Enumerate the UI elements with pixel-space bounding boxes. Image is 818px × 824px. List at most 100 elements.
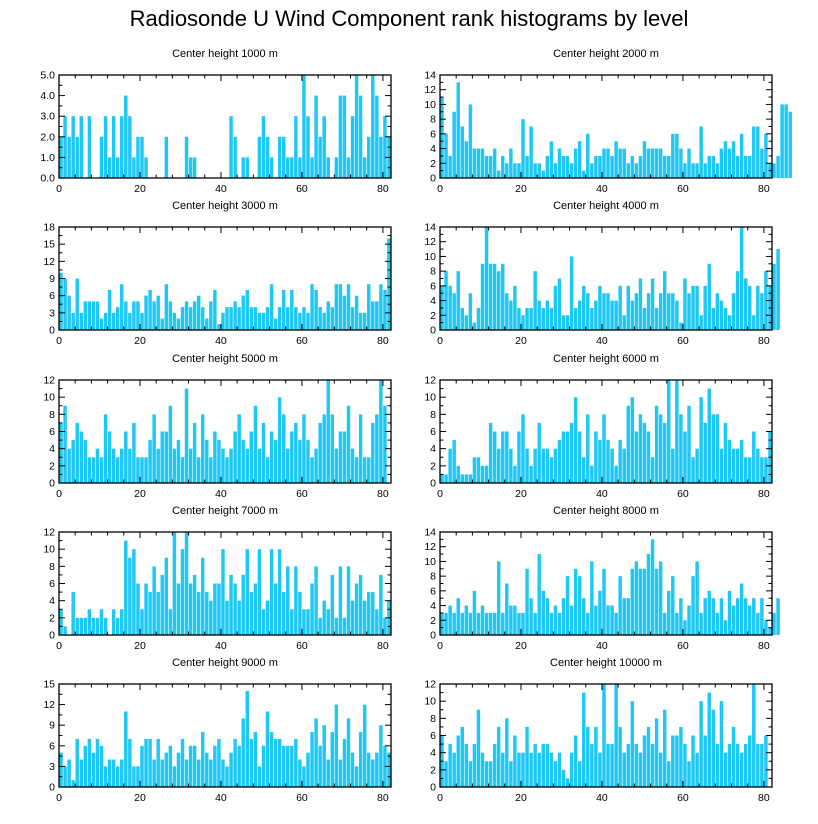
bar: [626, 598, 630, 635]
bar: [573, 397, 578, 483]
y-tick-label: 4: [430, 600, 436, 612]
x-tick-label: 80: [758, 183, 770, 195]
bar: [152, 301, 156, 330]
bar: [217, 440, 221, 483]
bar: [658, 148, 663, 178]
bar: [719, 148, 724, 178]
bar: [590, 307, 594, 330]
x-tick-label: 60: [677, 792, 689, 804]
bar: [484, 227, 489, 330]
bar: [334, 284, 339, 330]
bar: [662, 612, 667, 635]
bar: [132, 157, 136, 178]
x-tick-label: 0: [437, 640, 443, 652]
bar: [541, 170, 545, 178]
bar: [715, 293, 720, 330]
y-tick-label: 4: [430, 443, 436, 455]
bar: [509, 148, 513, 178]
x-tick-label: 60: [296, 183, 308, 195]
bar: [358, 574, 363, 635]
bar: [172, 448, 177, 483]
bar: [764, 271, 768, 330]
bar: [646, 554, 651, 635]
bar: [731, 141, 736, 178]
bar: [618, 285, 622, 330]
bar: [440, 474, 444, 483]
bar: [505, 293, 509, 330]
bar: [371, 592, 375, 635]
bar: [509, 761, 513, 787]
bar: [294, 307, 298, 330]
bar: [772, 263, 776, 330]
bar: [533, 271, 537, 330]
x-tick-label: 40: [596, 792, 608, 804]
bar: [140, 745, 144, 787]
bar: [577, 141, 582, 178]
bar: [346, 566, 351, 635]
histogram-panel-1: Center height 1000 m 0 20 40 60 80 0.0 1.0 2.0 3.…: [40, 48, 392, 195]
bar: [95, 617, 100, 635]
bar: [472, 148, 477, 178]
bar: [350, 752, 355, 787]
bar: [120, 759, 124, 787]
bar: [330, 307, 335, 330]
bar: [780, 104, 784, 178]
y-tick-label: 2.0: [40, 131, 55, 143]
bar: [156, 738, 160, 787]
y-tick-label: 10: [424, 251, 436, 263]
y-tick-label: 8: [430, 266, 436, 278]
bar: [731, 293, 736, 330]
bar: [306, 440, 310, 483]
bar: [521, 119, 525, 178]
bar: [606, 605, 610, 635]
bar: [480, 605, 485, 635]
bar: [245, 448, 249, 483]
bar: [318, 745, 322, 787]
y-tick-label: 10: [43, 544, 55, 556]
bar: [667, 155, 671, 178]
bar: [703, 598, 707, 635]
bar: [233, 738, 237, 787]
bar: [306, 752, 310, 787]
bar: [667, 590, 671, 635]
bar: [525, 307, 529, 330]
bar: [622, 448, 626, 483]
x-tick-label: 80: [377, 792, 389, 804]
bar: [743, 278, 748, 330]
bar: [525, 568, 529, 635]
bar: [294, 566, 298, 635]
x-tick-label: 60: [296, 792, 308, 804]
y-tick-label: 4.0: [40, 90, 55, 102]
bar: [71, 440, 75, 483]
bar: [699, 315, 703, 330]
bar: [245, 690, 249, 787]
bar: [529, 126, 533, 178]
bar: [654, 718, 659, 787]
bar: [209, 600, 213, 635]
bar: [362, 312, 367, 330]
bar: [731, 605, 736, 635]
y-tick-label: 3: [49, 307, 55, 319]
bar: [480, 752, 485, 787]
y-tick-label: 4: [430, 143, 436, 155]
bar: [156, 295, 160, 330]
bar: [480, 263, 485, 330]
bar: [99, 745, 104, 787]
bar: [99, 136, 104, 178]
bar: [342, 95, 347, 178]
bar: [196, 759, 201, 787]
bar: [719, 598, 724, 635]
bar: [671, 448, 675, 483]
bar: [192, 574, 197, 635]
bar: [95, 448, 100, 483]
bar: [241, 718, 245, 787]
y-tick-label: 3: [49, 761, 55, 773]
bar: [549, 141, 554, 178]
y-tick-label: 8: [430, 409, 436, 421]
bar: [132, 549, 136, 635]
histogram-panel-9: Center height 9000 m 0 20 40 60 80 0 3 6 9 12 15: [43, 657, 392, 804]
bar: [367, 136, 371, 178]
bar: [683, 620, 687, 635]
bar: [379, 284, 383, 330]
y-tick-label: 0: [430, 782, 436, 794]
